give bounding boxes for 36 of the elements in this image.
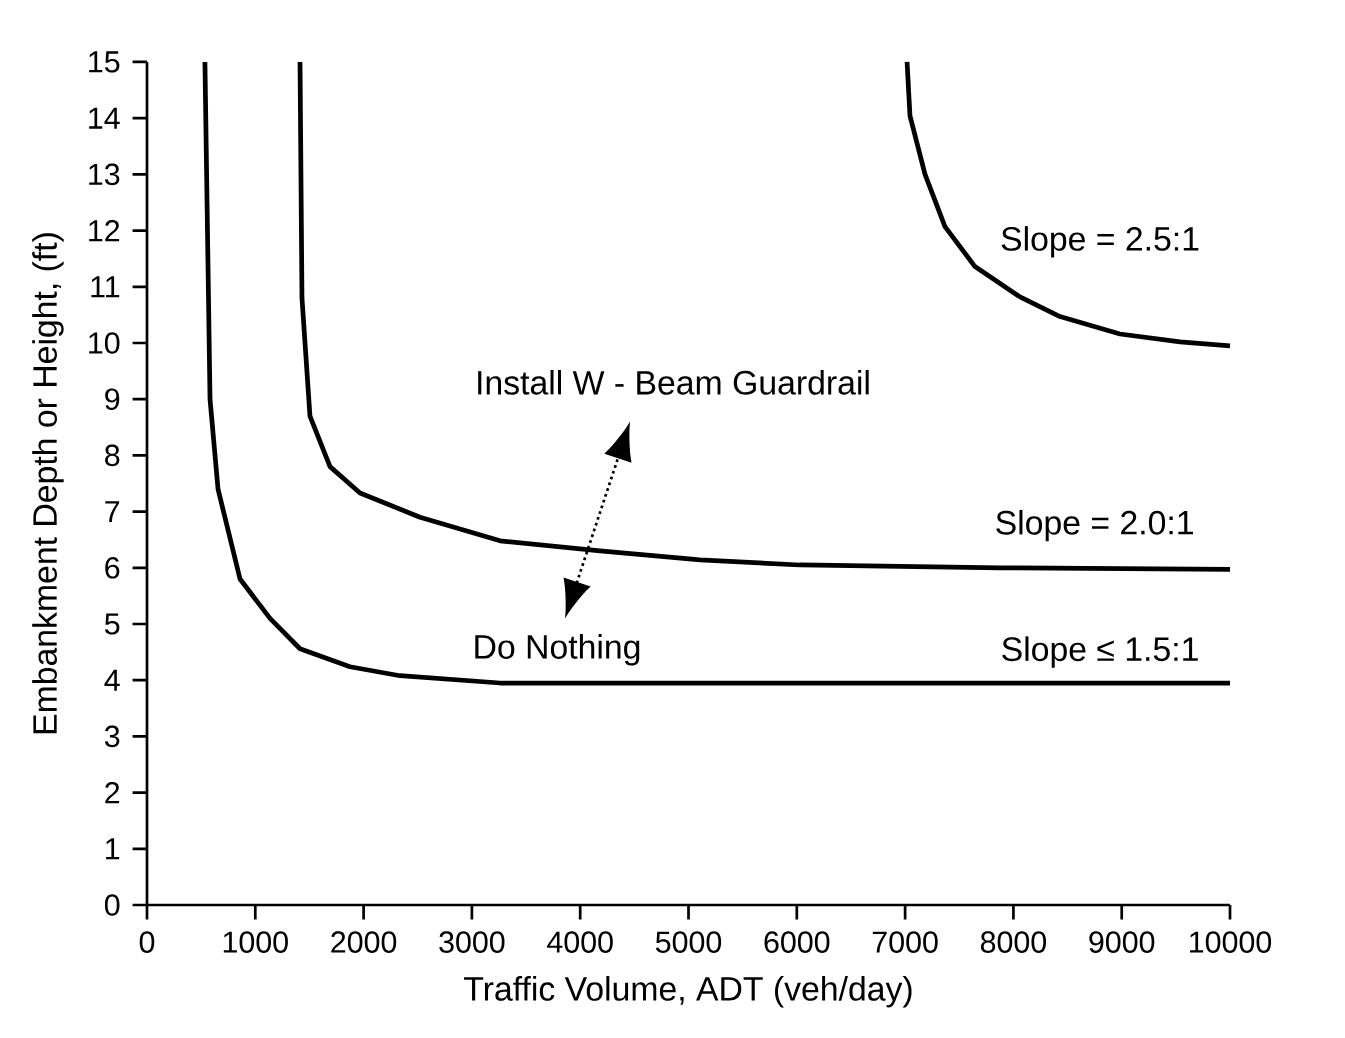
y-tick-label: 15 <box>89 51 120 73</box>
y-tick-label: 7 <box>105 501 120 523</box>
y-tick-label: 10 <box>89 332 120 354</box>
y-axis-title: Embankment Depth or Height, (ft) <box>32 233 64 734</box>
x-tick-label: 7000 <box>872 931 938 953</box>
x-tick-label: 9000 <box>1089 931 1155 953</box>
y-tick-label: 14 <box>89 107 120 129</box>
x-tick-label: 8000 <box>980 931 1047 953</box>
x-tick-label: 3000 <box>439 931 505 953</box>
series-label: Slope = 2.0:1 <box>996 509 1193 542</box>
y-tick-label: 5 <box>104 613 120 635</box>
x-tick-label: 6000 <box>764 931 830 953</box>
series-label: Slope ≤ 1.5:1 <box>1002 636 1198 668</box>
y-tick-label: 2 <box>105 781 120 804</box>
series-label: Slope = 2.5:1 <box>1001 226 1199 258</box>
y-tick-label: 1 <box>106 838 120 860</box>
x-tick-label: 5000 <box>655 931 722 953</box>
line-series <box>904 59 1233 349</box>
y-tick-label: 9 <box>105 388 120 410</box>
y-tick-label: 8 <box>105 444 120 467</box>
x-tick-label: 2000 <box>331 931 397 953</box>
x-axis-title: Traffic Volume, ADT (veh/day) <box>464 976 912 1008</box>
y-tick-label: 6 <box>105 557 120 579</box>
annotation: Install W - Beam Guardrail <box>478 369 869 395</box>
y-tick-label: 3 <box>104 725 120 748</box>
line-series <box>202 59 1233 686</box>
y-tick-label: 13 <box>89 163 120 186</box>
x-tick-label: 4000 <box>547 931 613 953</box>
y-tick-label: 11 <box>91 276 120 298</box>
y-tick-label: 12 <box>89 219 120 242</box>
x-tick-label: 10000 <box>1190 931 1272 953</box>
y-tick-label: 4 <box>104 669 120 691</box>
y-tick-label: 0 <box>104 894 120 916</box>
x-tick-label: 1000 <box>223 931 288 953</box>
x-tick-label: 0 <box>139 931 155 953</box>
annotation: Do Nothing <box>475 634 640 666</box>
